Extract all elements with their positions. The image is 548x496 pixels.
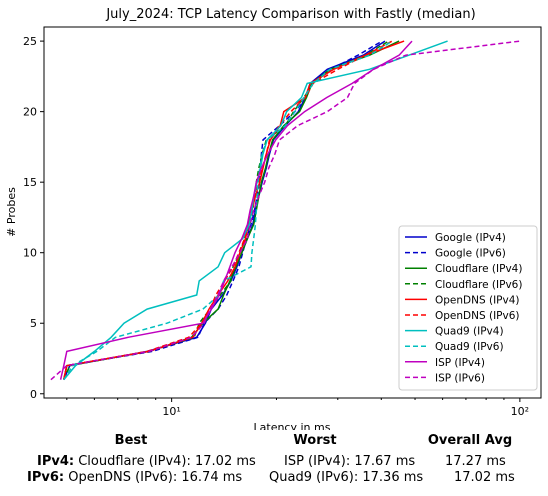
summary-row-ipv4: IPv4: Cloudflare (IPv4): 17.02 ms [37, 454, 256, 469]
series-line-7 [63, 40, 393, 381]
worst-value-ipv4: ISP (IPv4): 17.67 ms [284, 454, 416, 469]
series-line-4 [63, 40, 405, 380]
x-tick-label: 10² [511, 405, 529, 418]
legend-label-5: OpenDNS (IPv6) [435, 310, 520, 322]
chart-title: July_2024: TCP Latency Comparison with F… [105, 7, 475, 22]
header-best: Best [114, 433, 148, 448]
legend: Google (IPv4) Google (IPv6) Cloudflare (IP… [398, 225, 538, 391]
series-line-8 [59, 40, 413, 380]
worst-value-ipv6: Quad9 (IPv6): 17.36 ms [269, 470, 424, 485]
best-value: OpenDNS (IPv6): 16.74 ms [68, 470, 243, 485]
row-label: IPv6: [27, 470, 65, 485]
series-line-3 [63, 40, 390, 380]
y-tick-label: 5 [30, 317, 37, 330]
series-line-6 [63, 40, 448, 381]
summary-row-ipv6: IPv6: OpenDNS (IPv6): 16.74 ms [27, 470, 242, 485]
plot-frame [43, 26, 542, 399]
y-tick-label: 25 [23, 35, 37, 48]
best-value: Cloudflare (IPv4): 17.02 ms [78, 454, 256, 469]
series-line-5 [63, 40, 393, 380]
legend-label-1: Google (IPv6) [435, 248, 506, 260]
legend-label-9: ISP (IPv6) [435, 372, 485, 384]
header-overall-avg: Overall Avg [427, 433, 513, 448]
series-line-2 [63, 40, 400, 380]
y-tick-label: 0 [30, 388, 37, 401]
legend-label-6: Quad9 (IPv4) [435, 326, 504, 338]
series-line-1 [63, 40, 383, 380]
y-tick-label: 10 [23, 247, 37, 260]
header-worst: Worst [293, 433, 337, 448]
legend-label-2: Cloudflare (IPv4) [435, 263, 522, 275]
latency-chart: July_2024: TCP Latency Comparison with F… [5, 7, 542, 430]
legend-box [398, 225, 538, 391]
avg-value-ipv4: 17.27 ms [445, 454, 506, 469]
avg-value-ipv6: 17.02 ms [454, 470, 515, 485]
y-tick-label: 20 [23, 106, 37, 119]
row-label: IPv4: [37, 454, 75, 469]
y-axis-label: # Probes [5, 187, 18, 237]
legend-label-4: OpenDNS (IPv4) [435, 294, 520, 306]
legend-label-7: Quad9 (IPv6) [435, 341, 504, 353]
series-line-9 [50, 40, 520, 381]
x-tick-label: 10¹ [162, 405, 180, 418]
y-tick-label: 15 [23, 176, 37, 189]
legend-label-3: Cloudflare (IPv6) [435, 279, 522, 291]
x-axis-label: Latency in ms [254, 421, 331, 430]
legend-label-0: Google (IPv4) [435, 232, 506, 244]
legend-label-8: ISP (IPv4) [435, 357, 485, 369]
